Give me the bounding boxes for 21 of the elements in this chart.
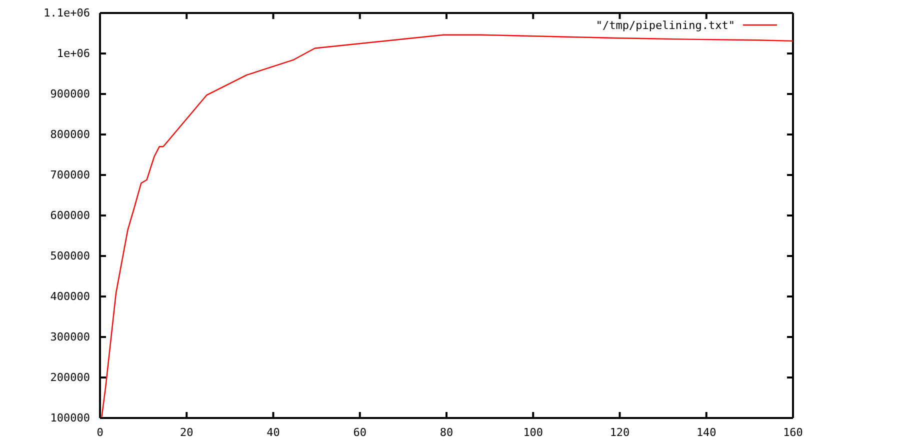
y-tick-label: 200000 <box>50 371 90 384</box>
x-tick-label: 140 <box>696 426 716 439</box>
y-tick-label: 1e+06 <box>56 47 90 60</box>
x-tick-label: 160 <box>783 426 803 439</box>
x-tick-label: 80 <box>440 426 454 439</box>
legend-label: "/tmp/pipelining.txt" <box>596 19 735 32</box>
x-tick-label: 120 <box>610 426 630 439</box>
y-tick-label: 600000 <box>50 209 90 222</box>
y-tick-label: 1.1e+06 <box>44 6 90 20</box>
x-tick-label: 40 <box>266 426 280 439</box>
y-tick-label: 400000 <box>50 290 90 304</box>
x-tick-label: 20 <box>180 426 194 439</box>
y-tick-label: 900000 <box>50 88 90 101</box>
y-tick-label: 100000 <box>50 412 90 425</box>
x-tick-label: 60 <box>353 426 366 439</box>
x-tick-label: 0 <box>96 426 104 439</box>
x-tick-label: 100 <box>523 426 544 439</box>
y-tick-label: 700000 <box>50 168 90 182</box>
y-tick-label: 300000 <box>50 330 90 344</box>
y-tick-label: 500000 <box>50 250 90 263</box>
y-tick-label: 800000 <box>50 128 90 142</box>
